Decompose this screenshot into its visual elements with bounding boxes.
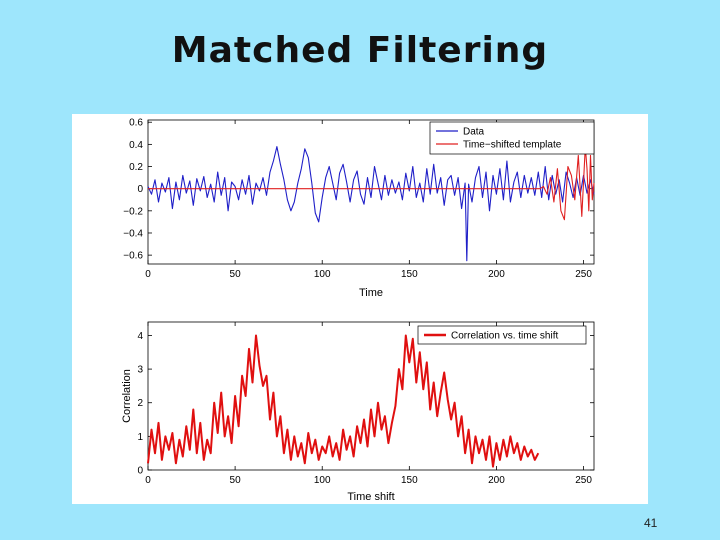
x-tick-label: 200 xyxy=(488,269,505,280)
legend: Data Time−shifted template xyxy=(429,121,595,155)
y-tick-label: 0.6 xyxy=(129,118,143,129)
x-tick-label: 150 xyxy=(401,269,418,280)
series-line-2 xyxy=(148,146,595,221)
y-tick-label: 3 xyxy=(137,365,143,376)
y-tick-label: 0.4 xyxy=(129,140,143,151)
x-axis-label: Time shift xyxy=(347,491,394,503)
legend-label-1: Data xyxy=(463,127,485,138)
figure-svg: 0 50 100 150 200 250−0.6−0.4−0.200.20.40.6Tim… xyxy=(121,118,595,503)
figure-panel: 0 50 100 150 200 250 −0.6 −0.4 −0.2 0 0.2 0.4 0.6 Tim… xyxy=(72,114,648,504)
legend-box xyxy=(417,325,587,345)
legend-label-1: Correlation vs. time shift xyxy=(451,331,558,342)
page-number: 41 xyxy=(644,516,658,530)
x-tick-label: 250 xyxy=(575,475,592,486)
y-tick-label: 2 xyxy=(137,398,143,409)
y-tick-label: 0 xyxy=(137,466,143,477)
x-tick-label: 100 xyxy=(314,475,331,486)
x-tick-label: 150 xyxy=(401,475,418,486)
y-tick-label: 0.2 xyxy=(129,162,143,173)
legend: Correlation vs. time shift xyxy=(417,325,587,345)
x-tick-label: 50 xyxy=(230,475,242,486)
x-tick-label: 50 xyxy=(230,269,242,280)
y-tick-label: 0 xyxy=(137,184,143,195)
slide-title: Matched Filtering xyxy=(171,30,549,71)
y-tick-label: −0.2 xyxy=(123,206,143,217)
legend-label-2: Time−shifted template xyxy=(463,140,562,151)
y-tick-label: −0.6 xyxy=(123,251,143,262)
x-tick-label: 250 xyxy=(575,269,592,280)
series-line-1 xyxy=(147,334,540,468)
x-axis-label: Time xyxy=(359,287,383,299)
y-axis-label: Correlation xyxy=(121,369,133,423)
y-tick-label: 1 xyxy=(137,432,143,443)
y-tick-label: −0.4 xyxy=(123,228,143,239)
y-tick-label: 4 xyxy=(137,331,143,342)
x-tick-label: 200 xyxy=(488,475,505,486)
x-tick-label: 100 xyxy=(314,269,331,280)
series-line-1 xyxy=(147,146,595,262)
chart-1: 0 50 100 150 200 250 −0.6 −0.4 −0.2 0 0.2 0.4 0.6 Tim… xyxy=(123,118,595,299)
legend-box xyxy=(429,121,595,155)
chart-2: 0 50 100 150 200 250 0 1 2 3 4 Time shift Correlatio… xyxy=(121,321,595,503)
x-tick-label: 0 xyxy=(145,475,151,486)
x-tick-label: 0 xyxy=(145,269,151,280)
